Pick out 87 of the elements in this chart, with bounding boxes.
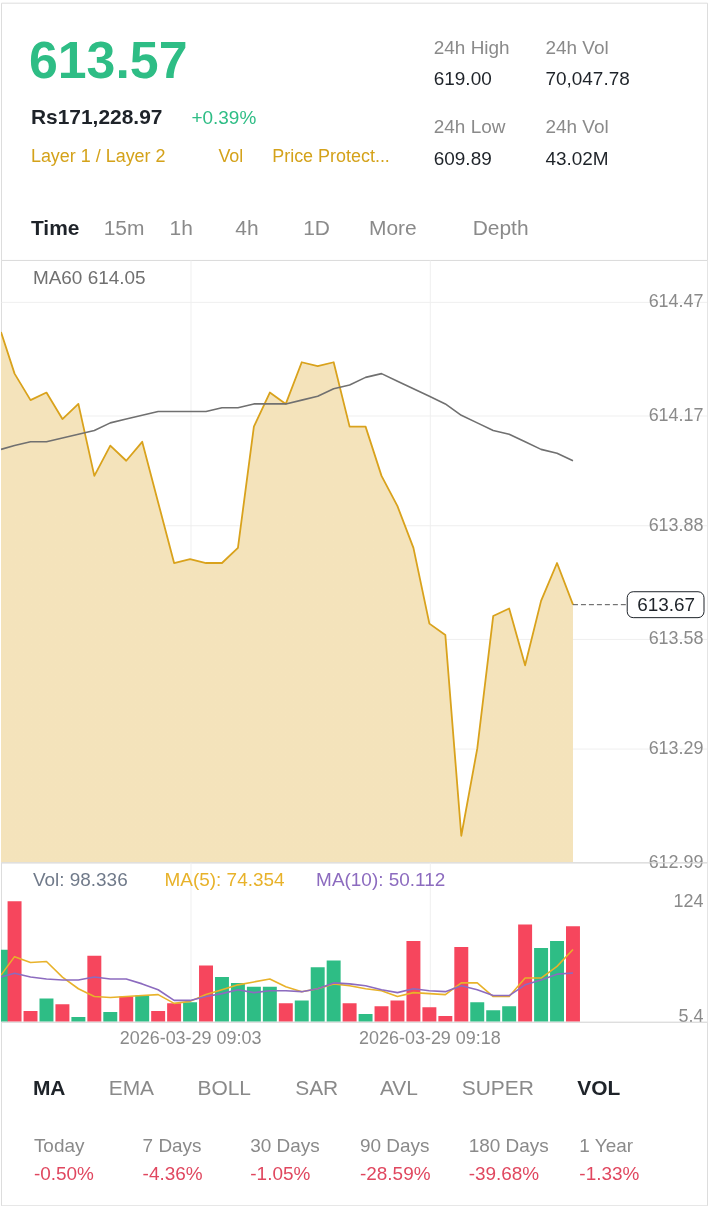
text: -4.36% xyxy=(142,1163,203,1185)
bar xyxy=(103,1012,118,1022)
bar xyxy=(278,1003,293,1022)
text: BOLL xyxy=(197,1075,251,1099)
y-tick-label: 612.99 xyxy=(648,851,704,872)
text: -0.50% xyxy=(33,1163,95,1185)
bar xyxy=(119,996,134,1022)
y-tick-label: 613.29 xyxy=(648,738,704,759)
y-tick-label: 613.88 xyxy=(648,514,704,535)
bar xyxy=(294,1000,309,1022)
y-tick-label: 614.17 xyxy=(648,404,704,425)
text: +0.39% xyxy=(191,107,257,129)
y-tick-label: 614.47 xyxy=(648,291,704,312)
text: 619.00 xyxy=(433,68,492,90)
bar xyxy=(87,955,102,1022)
text: 15m xyxy=(103,216,145,240)
text: 613.57 xyxy=(28,31,188,90)
text: MA(5): 74.354 xyxy=(164,869,285,891)
bar xyxy=(262,986,277,1022)
text: More xyxy=(368,216,417,240)
text: Depth xyxy=(472,216,529,240)
text: AVL xyxy=(379,1075,418,1099)
text: Layer 1 / Layer 2 xyxy=(30,146,166,167)
bar xyxy=(566,926,580,1022)
line-series xyxy=(1,948,574,1005)
bar xyxy=(326,960,341,1022)
bar xyxy=(183,1002,198,1022)
bar xyxy=(502,1006,517,1022)
text: -1.33% xyxy=(579,1163,640,1185)
text: SUPER xyxy=(461,1075,534,1099)
bar xyxy=(518,924,533,1022)
x-tick-label: 2026-03-29 09:18 xyxy=(359,1028,501,1049)
text: 24h Low xyxy=(433,116,506,138)
bar xyxy=(167,1003,182,1022)
text: 43.02M xyxy=(545,148,609,170)
bar xyxy=(55,1004,70,1022)
text: 4h xyxy=(235,216,259,240)
ref-line-label: 613.67 xyxy=(637,593,696,615)
x-tick-label: 2026-03-29 09:03 xyxy=(119,1028,262,1049)
bar xyxy=(135,995,150,1022)
y-tick-label: 124 xyxy=(673,890,704,911)
bar xyxy=(486,1010,501,1022)
y-tick-label: 5.4 xyxy=(678,1006,704,1027)
text: 24h High xyxy=(433,36,510,58)
text: -39.68% xyxy=(468,1163,540,1185)
text: 1D xyxy=(303,216,330,240)
text: Time xyxy=(30,216,80,240)
text: 24h Vol xyxy=(545,116,609,138)
bar xyxy=(310,967,325,1022)
text: -1.05% xyxy=(250,1163,311,1185)
series-label: Vol: 98.336 xyxy=(32,869,128,891)
bar xyxy=(151,1011,166,1022)
bar xyxy=(470,1002,485,1022)
text: 1 Year xyxy=(579,1135,634,1157)
text: SAR xyxy=(295,1075,339,1099)
bar xyxy=(342,1003,357,1022)
text: Vol xyxy=(218,146,244,167)
bar xyxy=(39,998,54,1022)
text: 180 Days xyxy=(468,1135,549,1157)
text: Price Protect... xyxy=(272,146,390,167)
text: 1h xyxy=(169,216,193,240)
bar xyxy=(214,977,229,1022)
text: -28.59% xyxy=(359,1163,431,1185)
text: MA60 614.05 xyxy=(32,266,146,288)
bar xyxy=(246,986,261,1022)
text: MA(10): 50.112 xyxy=(316,869,446,891)
text: 90 Days xyxy=(359,1135,430,1157)
text: 609.89 xyxy=(433,148,492,170)
text: 7 Days xyxy=(142,1135,202,1157)
bar xyxy=(454,946,469,1022)
text: Rs171,228.97 xyxy=(30,105,163,129)
text: Today xyxy=(33,1135,85,1157)
bar xyxy=(199,965,213,1022)
text: 30 Days xyxy=(250,1135,320,1157)
text: VOL xyxy=(577,1075,621,1099)
text: MA xyxy=(32,1075,66,1099)
line-series xyxy=(1,372,574,462)
y-tick-label: 613.58 xyxy=(648,628,704,649)
line-series xyxy=(1,972,574,1002)
bar xyxy=(406,941,421,1022)
bar xyxy=(534,947,549,1022)
bar xyxy=(422,1007,437,1022)
bar xyxy=(358,1014,373,1022)
text: EMA xyxy=(108,1075,155,1099)
text: 24h Vol xyxy=(545,36,609,58)
bar xyxy=(550,941,565,1022)
text: 70,047.78 xyxy=(545,68,630,90)
